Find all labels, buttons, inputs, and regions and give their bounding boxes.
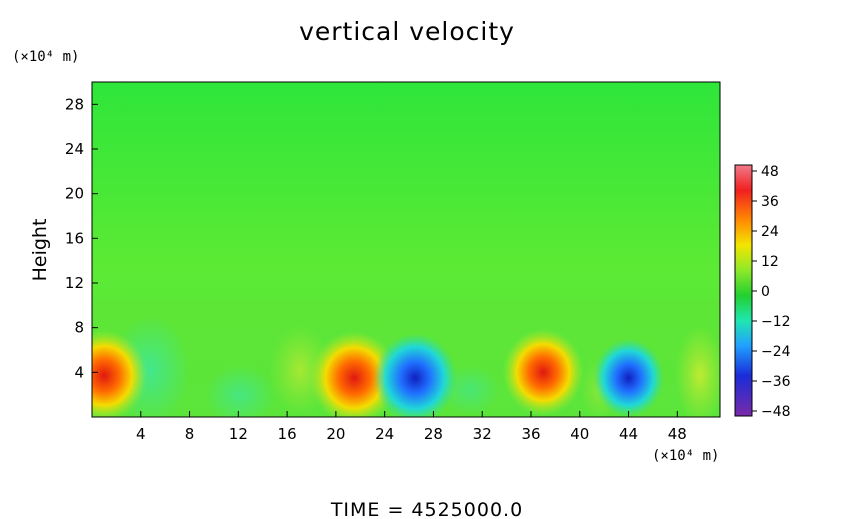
colorbar-tick-label-7: −36: [761, 374, 791, 390]
velocity-feature-4: [593, 338, 665, 417]
x-tick-label-0: 4: [136, 425, 146, 443]
y-axis-unit: (×10⁴ m): [12, 49, 79, 65]
y-tick-label-5: 24: [65, 140, 84, 158]
plot-area: [92, 82, 720, 417]
y-axis: 4 8 12 16 20 24 28: [65, 95, 98, 381]
x-tick-label-3: 16: [278, 425, 297, 443]
colorbar-tick-label-2: 24: [761, 224, 779, 240]
plot-frame: [91, 81, 721, 418]
colorbar: 48 36 24 12 0 −12 −24 −36 −48: [734, 164, 791, 420]
y-tick-label-6: 28: [65, 95, 84, 113]
x-tick-label-10: 44: [619, 425, 638, 443]
velocity-feature-3: [502, 328, 584, 416]
x-tick-label-2: 12: [229, 425, 248, 443]
x-tick-label-9: 40: [570, 425, 589, 443]
chart-title: vertical velocity: [299, 17, 515, 46]
colorbar-tick-label-0: 48: [761, 164, 779, 180]
velocity-feature-2: [373, 333, 457, 417]
x-tick-label-1: 8: [185, 425, 195, 443]
x-axis: 4 8 12 16 20 24 28 32 36 40 44 48: [136, 411, 687, 443]
x-tick-label-6: 28: [424, 425, 443, 443]
y-axis-label: Height: [29, 219, 51, 282]
y-tick-label-0: 4: [74, 363, 84, 381]
velocity-feature-1: [309, 331, 399, 417]
x-axis-unit: (×10⁴ m): [652, 448, 719, 464]
y-tick-label-4: 20: [65, 185, 84, 203]
colorbar-tick-label-6: −24: [761, 344, 791, 360]
y-tick-label-2: 12: [65, 274, 84, 292]
x-tick-label-11: 48: [668, 425, 687, 443]
x-tick-label-7: 32: [473, 425, 492, 443]
x-tick-label-8: 36: [521, 425, 540, 443]
y-tick-label-3: 16: [65, 229, 84, 247]
velocity-feature-0: [92, 330, 148, 417]
time-label: TIME = 4525000.0: [330, 499, 523, 519]
x-tick-label-4: 20: [326, 425, 345, 443]
y-tick-label-1: 8: [74, 319, 84, 337]
x-tick-label-5: 24: [375, 425, 394, 443]
colorbar-tick-label-5: −12: [761, 314, 791, 330]
velocity-features: [92, 328, 665, 417]
colorbar-tick-label-8: −48: [761, 404, 791, 420]
colorbar-tick-label-3: 12: [761, 254, 779, 270]
colorbar-tick-label-4: 0: [761, 284, 770, 300]
colorbar-tick-label-1: 36: [761, 194, 779, 210]
